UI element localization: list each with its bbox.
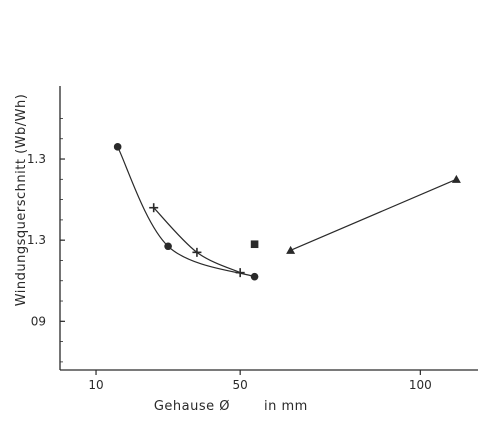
square-data-point xyxy=(250,240,259,249)
plus-data-point xyxy=(192,247,202,257)
x-tick-label: 100 xyxy=(409,378,432,392)
circle-data-point xyxy=(164,242,172,251)
triangle-series-line xyxy=(290,178,457,251)
plus-data-point xyxy=(235,268,245,278)
y-tick-label: 1.3 xyxy=(27,233,46,247)
triangle-data-point xyxy=(451,174,461,183)
ticks: 10 50 100 09 1.3 1.3 xyxy=(27,118,432,392)
circle-data-point xyxy=(113,143,122,151)
y-axis-label: Windungsquerschnitt (Wb/Wh) xyxy=(14,94,29,307)
plus-data-point xyxy=(149,203,159,213)
x-tick-label: 10 xyxy=(88,378,103,392)
circle-series-line xyxy=(117,146,255,278)
x-tick-label: 50 xyxy=(233,378,248,392)
curves xyxy=(117,146,457,278)
circle-data-point xyxy=(250,272,259,281)
x-axis-label: Gehause Ø xyxy=(154,399,230,414)
x-axis-unit-label: in mm xyxy=(264,399,308,414)
triangle-data-point xyxy=(286,245,296,254)
y-tick-label: 09 xyxy=(31,314,46,328)
axes xyxy=(59,86,478,371)
y-tick-label: 1.3 xyxy=(27,152,46,166)
markers xyxy=(113,143,461,281)
